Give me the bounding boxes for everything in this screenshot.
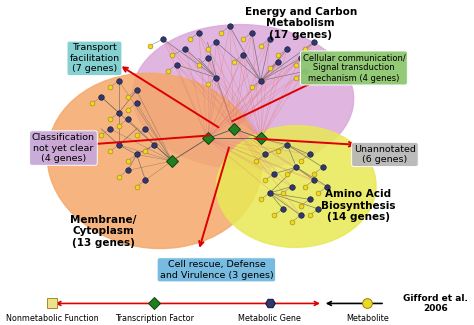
Text: Nonmetabolic Function: Nonmetabolic Function <box>6 314 99 323</box>
Text: Amino Acid
Biosynthesis
(14 genes): Amino Acid Biosynthesis (14 genes) <box>321 189 396 222</box>
Text: Unannotated
(6 genes): Unannotated (6 genes) <box>354 145 416 164</box>
Text: Gifford et al.
2006: Gifford et al. 2006 <box>403 294 468 313</box>
Text: Membrane/
Cytoplasm
(13 genes): Membrane/ Cytoplasm (13 genes) <box>70 215 137 248</box>
Text: Energy and Carbon
Metabolism
(17 genes): Energy and Carbon Metabolism (17 genes) <box>245 6 357 40</box>
Text: Transcription Factor: Transcription Factor <box>115 314 194 323</box>
Ellipse shape <box>132 25 354 169</box>
Ellipse shape <box>47 73 262 249</box>
Text: Cellular communication/
Signal transduction
mechanism (4 genes): Cellular communication/ Signal transduct… <box>302 53 405 83</box>
Text: Metabolic Gene: Metabolic Gene <box>238 314 301 323</box>
Text: Cell rescue, Defense
and Virulence (3 genes): Cell rescue, Defense and Virulence (3 ge… <box>160 260 273 280</box>
Text: Transport
facilitation
(7 genes): Transport facilitation (7 genes) <box>69 44 119 73</box>
Text: Metabolite: Metabolite <box>346 314 389 323</box>
Ellipse shape <box>216 126 376 247</box>
Text: Classification
not yet clear
(4 genes): Classification not yet clear (4 genes) <box>32 133 95 163</box>
